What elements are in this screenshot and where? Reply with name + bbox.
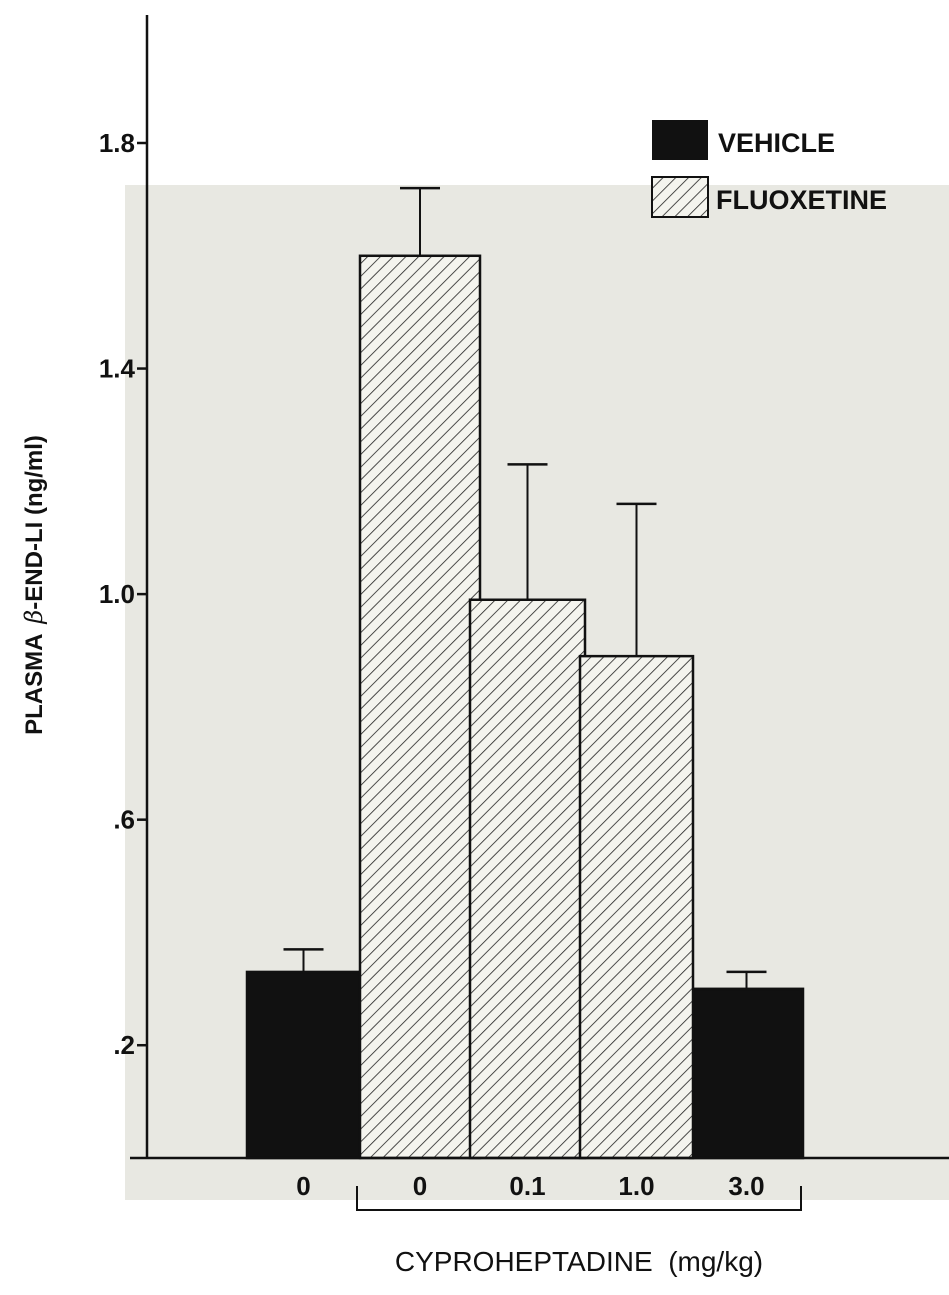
bar-vehicle-4: [688, 987, 805, 1160]
x-axis-label: CYPROHEPTADINE (mg/kg): [395, 1246, 763, 1277]
y-tick-label: 1.8: [99, 128, 135, 158]
bar-vehicle-0: [245, 970, 362, 1160]
x-category-label: 1.0: [618, 1171, 654, 1201]
y-tick-label: .2: [113, 1030, 135, 1060]
legend-label-fluoxetine: FLUOXETINE: [716, 185, 887, 215]
x-group-bracket: [356, 1186, 802, 1211]
x-category-label: 0: [296, 1171, 310, 1201]
legend-swatch-vehicle: [652, 120, 708, 160]
y-tick-label: .6: [113, 805, 135, 835]
y-tick-label: 1.4: [99, 354, 136, 384]
x-category-label: 3.0: [728, 1171, 764, 1201]
bar-fluoxetine-3: [578, 654, 695, 1160]
bar-fluoxetine-1: [358, 254, 482, 1160]
x-category-label: 0.1: [509, 1171, 545, 1201]
y-tick-label: 1.0: [99, 579, 135, 609]
y-axis-label: PLASMA β-END-LI (ng/ml): [20, 435, 48, 735]
x-category-label: 0: [413, 1171, 427, 1201]
legend-label-vehicle: VEHICLE: [718, 128, 835, 158]
y-axis-label-suffix: -END-LI (ng/ml): [21, 435, 48, 610]
beta-symbol: β: [20, 610, 48, 625]
y-axis-label-prefix: PLASMA: [21, 634, 48, 735]
legend-swatch-fluoxetine: [651, 176, 709, 218]
bar-fluoxetine-2: [468, 598, 587, 1160]
